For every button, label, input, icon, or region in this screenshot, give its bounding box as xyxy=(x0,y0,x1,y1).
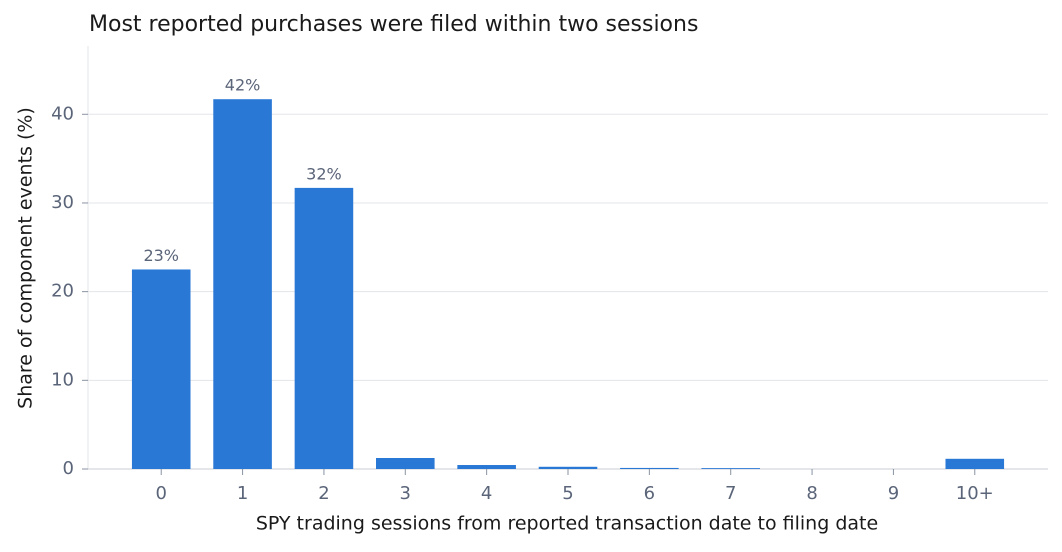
bar xyxy=(131,269,191,469)
bar xyxy=(701,468,760,469)
y-tick-label: 40 xyxy=(51,103,74,124)
x-tick-label: 6 xyxy=(644,483,655,504)
y-tick-label: 30 xyxy=(51,192,74,213)
y-tick-label: 10 xyxy=(51,369,74,390)
bar xyxy=(213,99,272,469)
x-tick-label: 2 xyxy=(318,483,329,504)
x-tick-label: 0 xyxy=(155,483,166,504)
bar xyxy=(376,458,435,469)
x-tick-label: 10+ xyxy=(956,483,994,504)
bar xyxy=(620,467,679,469)
y-tick-label: 20 xyxy=(51,281,74,302)
x-tick-label: 8 xyxy=(806,483,817,504)
x-tick-label: 5 xyxy=(562,483,573,504)
value-label: 42% xyxy=(225,76,261,95)
x-tick-label: 4 xyxy=(481,483,492,504)
bar xyxy=(294,187,354,470)
x-tick-label: 7 xyxy=(725,483,736,504)
x-tick-label: 3 xyxy=(400,483,411,504)
x-tick-label: 9 xyxy=(888,483,899,504)
bar xyxy=(538,466,598,469)
y-tick-label: 0 xyxy=(63,458,74,479)
y-axis-title: Share of component events (%) xyxy=(15,107,37,409)
value-label: 23% xyxy=(143,246,179,265)
x-tick-label: 1 xyxy=(237,483,248,504)
value-label: 32% xyxy=(306,164,342,183)
x-axis-title: SPY trading sessions from reported trans… xyxy=(256,513,878,535)
bar xyxy=(945,458,1005,469)
chart-title: Most reported purchases were filed withi… xyxy=(89,12,698,37)
bar xyxy=(457,465,516,469)
